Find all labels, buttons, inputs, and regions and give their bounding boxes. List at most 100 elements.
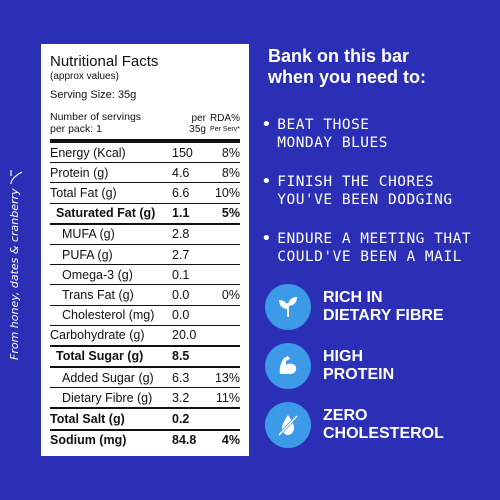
column-header: Number of servings per pack: 1 per 35g R… bbox=[50, 109, 240, 135]
table-row: Added Sugar (g) 6.3 13% bbox=[50, 368, 240, 389]
row-value: 6.6 bbox=[172, 185, 190, 200]
row-value: 4.6 bbox=[172, 165, 190, 180]
leaf-icon bbox=[265, 284, 311, 330]
bullet-text: FINISH THE CHORES YOU'VE BEEN DODGING bbox=[277, 173, 452, 209]
bullet-item: • BEAT THOSE MONDAY BLUES bbox=[262, 116, 498, 152]
panel-subtitle: (approx values) bbox=[50, 71, 119, 82]
bullet-text: ENDURE A MEETING THAT COULD'VE BEEN A MA… bbox=[277, 230, 471, 266]
bullet-text: BEAT THOSE MONDAY BLUES bbox=[277, 116, 388, 152]
row-value: 0.0 bbox=[172, 308, 190, 323]
feature-cholesterol: ZERO CHOLESTEROL bbox=[265, 402, 444, 448]
row-rda: 0% bbox=[221, 287, 240, 302]
row-value: 2.8 bbox=[172, 227, 190, 242]
row-name: Trans Fat (g) bbox=[62, 287, 134, 302]
row-name: Total Salt (g) bbox=[50, 412, 125, 427]
row-name: Total Fat (g) bbox=[50, 185, 117, 200]
feature-line2: DIETARY FIBRE bbox=[323, 307, 444, 324]
row-value: 1.1 bbox=[172, 206, 190, 221]
servings-label-line1: Number of servings bbox=[50, 111, 142, 123]
row-rda: 13% bbox=[214, 370, 240, 385]
row-value: 2.7 bbox=[172, 247, 190, 262]
side-note-text: From honey, dates & cranberry bbox=[8, 188, 21, 360]
feature-line2: CHOLESTEROL bbox=[323, 425, 444, 442]
row-name: Omega-3 (g) bbox=[62, 267, 133, 282]
table-row: Energy (Kcal) 150 8% bbox=[50, 143, 240, 164]
row-value: 8.5 bbox=[172, 349, 190, 364]
row-value: 6.3 bbox=[172, 370, 190, 385]
row-name: Sodium (mg) bbox=[50, 433, 127, 448]
per-label: per bbox=[191, 113, 206, 124]
feature-protein: HIGH PROTEIN bbox=[265, 343, 394, 389]
row-rda: 5% bbox=[221, 206, 240, 221]
panel-title: Nutritional Facts bbox=[50, 53, 159, 70]
row-rda: 8% bbox=[221, 165, 240, 180]
feature-line1: RICH IN bbox=[323, 289, 383, 306]
serving-size: Serving Size: 35g bbox=[50, 89, 137, 101]
row-value: 150 bbox=[172, 145, 193, 160]
per-serving-column: per 35g bbox=[189, 113, 206, 135]
row-name: Saturated Fat (g) bbox=[56, 206, 156, 221]
row-rda: 10% bbox=[214, 185, 240, 200]
headline-line1: Bank on this bar bbox=[268, 46, 410, 66]
row-value: 3.2 bbox=[172, 390, 190, 405]
row-rda: 4% bbox=[221, 433, 240, 448]
headline: Bank on this bar when you need to: bbox=[268, 46, 496, 88]
per-amount: 35g bbox=[189, 124, 206, 135]
rda-label: RDA% bbox=[209, 113, 240, 124]
no-drop-icon bbox=[265, 402, 311, 448]
table-row: Total Salt (g) 0.2 bbox=[50, 409, 240, 431]
feature-line1: ZERO bbox=[323, 407, 368, 424]
rda-column: RDA% Per Serv* bbox=[210, 113, 240, 135]
feature-label: HIGH PROTEIN bbox=[323, 348, 394, 384]
row-value: 84.8 bbox=[172, 433, 197, 448]
bullet-line2: MONDAY BLUES bbox=[277, 135, 388, 151]
table-row: Trans Fat (g) 0.0 0% bbox=[50, 285, 240, 306]
bullet-item: • FINISH THE CHORES YOU'VE BEEN DODGING bbox=[262, 173, 498, 209]
bullet-dot-icon: • bbox=[262, 231, 272, 247]
rda-sublabel: Per Serv* bbox=[210, 126, 240, 133]
table-row: Saturated Fat (g) 1.1 5% bbox=[50, 204, 240, 225]
table-row: Carbohydrate (g) 20.0 bbox=[50, 326, 240, 347]
bullet-line1: ENDURE A MEETING THAT bbox=[277, 231, 472, 247]
row-name: Dietary Fibre (g) bbox=[62, 390, 153, 405]
flexed-arm-icon bbox=[265, 343, 311, 389]
column-labels: per 35g RDA% Per Serv* bbox=[189, 113, 240, 135]
row-value: 0.0 bbox=[172, 287, 190, 302]
table-row: PUFA (g) 2.7 bbox=[50, 245, 240, 266]
bullet-dot-icon: • bbox=[262, 174, 272, 190]
row-value: 0.2 bbox=[172, 412, 190, 427]
row-rda: 11% bbox=[215, 390, 240, 405]
bullet-line2: COULD'VE BEEN A MAIL bbox=[277, 249, 462, 265]
feature-line1: HIGH bbox=[323, 348, 363, 365]
row-value: 0.1 bbox=[172, 267, 190, 282]
bullet-line1: BEAT THOSE bbox=[277, 117, 370, 133]
bullet-item: • ENDURE A MEETING THAT COULD'VE BEEN A … bbox=[262, 230, 498, 266]
row-rda: 8% bbox=[221, 145, 240, 160]
row-name: MUFA (g) bbox=[62, 227, 115, 242]
bullet-line1: FINISH THE CHORES bbox=[277, 174, 435, 190]
table-row: Total Sugar (g) 8.5 bbox=[50, 347, 240, 369]
side-note: From honey, dates & cranberry bbox=[2, 166, 28, 370]
nutrition-panel: Nutritional Facts (approx values) Servin… bbox=[41, 44, 249, 456]
table-row: Omega-3 (g) 0.1 bbox=[50, 265, 240, 286]
side-note-graphic: From honey, dates & cranberry bbox=[8, 166, 23, 360]
table-row: Dietary Fibre (g) 3.2 11% bbox=[50, 388, 240, 410]
table-row: Cholesterol (mg) 0.0 bbox=[50, 306, 240, 326]
side-note-arrow-curve bbox=[10, 171, 23, 185]
headline-line2: when you need to: bbox=[268, 67, 427, 87]
feature-label: ZERO CHOLESTEROL bbox=[323, 407, 444, 443]
table-row: Protein (g) 4.6 8% bbox=[50, 163, 240, 184]
row-name: Total Sugar (g) bbox=[56, 349, 144, 364]
table-row: MUFA (g) 2.8 bbox=[50, 225, 240, 245]
feature-fibre: RICH IN DIETARY FIBRE bbox=[265, 284, 444, 330]
nutrition-table: Energy (Kcal) 150 8% Protein (g) 4.6 8% Tota… bbox=[50, 139, 240, 450]
bullet-line2: YOU'VE BEEN DODGING bbox=[277, 192, 453, 208]
servings-label-line2: per pack: 1 bbox=[50, 123, 102, 135]
row-name: Added Sugar (g) bbox=[62, 370, 154, 385]
row-name: PUFA (g) bbox=[62, 247, 113, 262]
feature-label: RICH IN DIETARY FIBRE bbox=[323, 289, 444, 325]
row-value: 20.0 bbox=[172, 328, 197, 343]
servings-label: Number of servings per pack: 1 bbox=[50, 111, 141, 135]
feature-line2: PROTEIN bbox=[323, 366, 395, 383]
row-name: Energy (Kcal) bbox=[50, 145, 126, 160]
